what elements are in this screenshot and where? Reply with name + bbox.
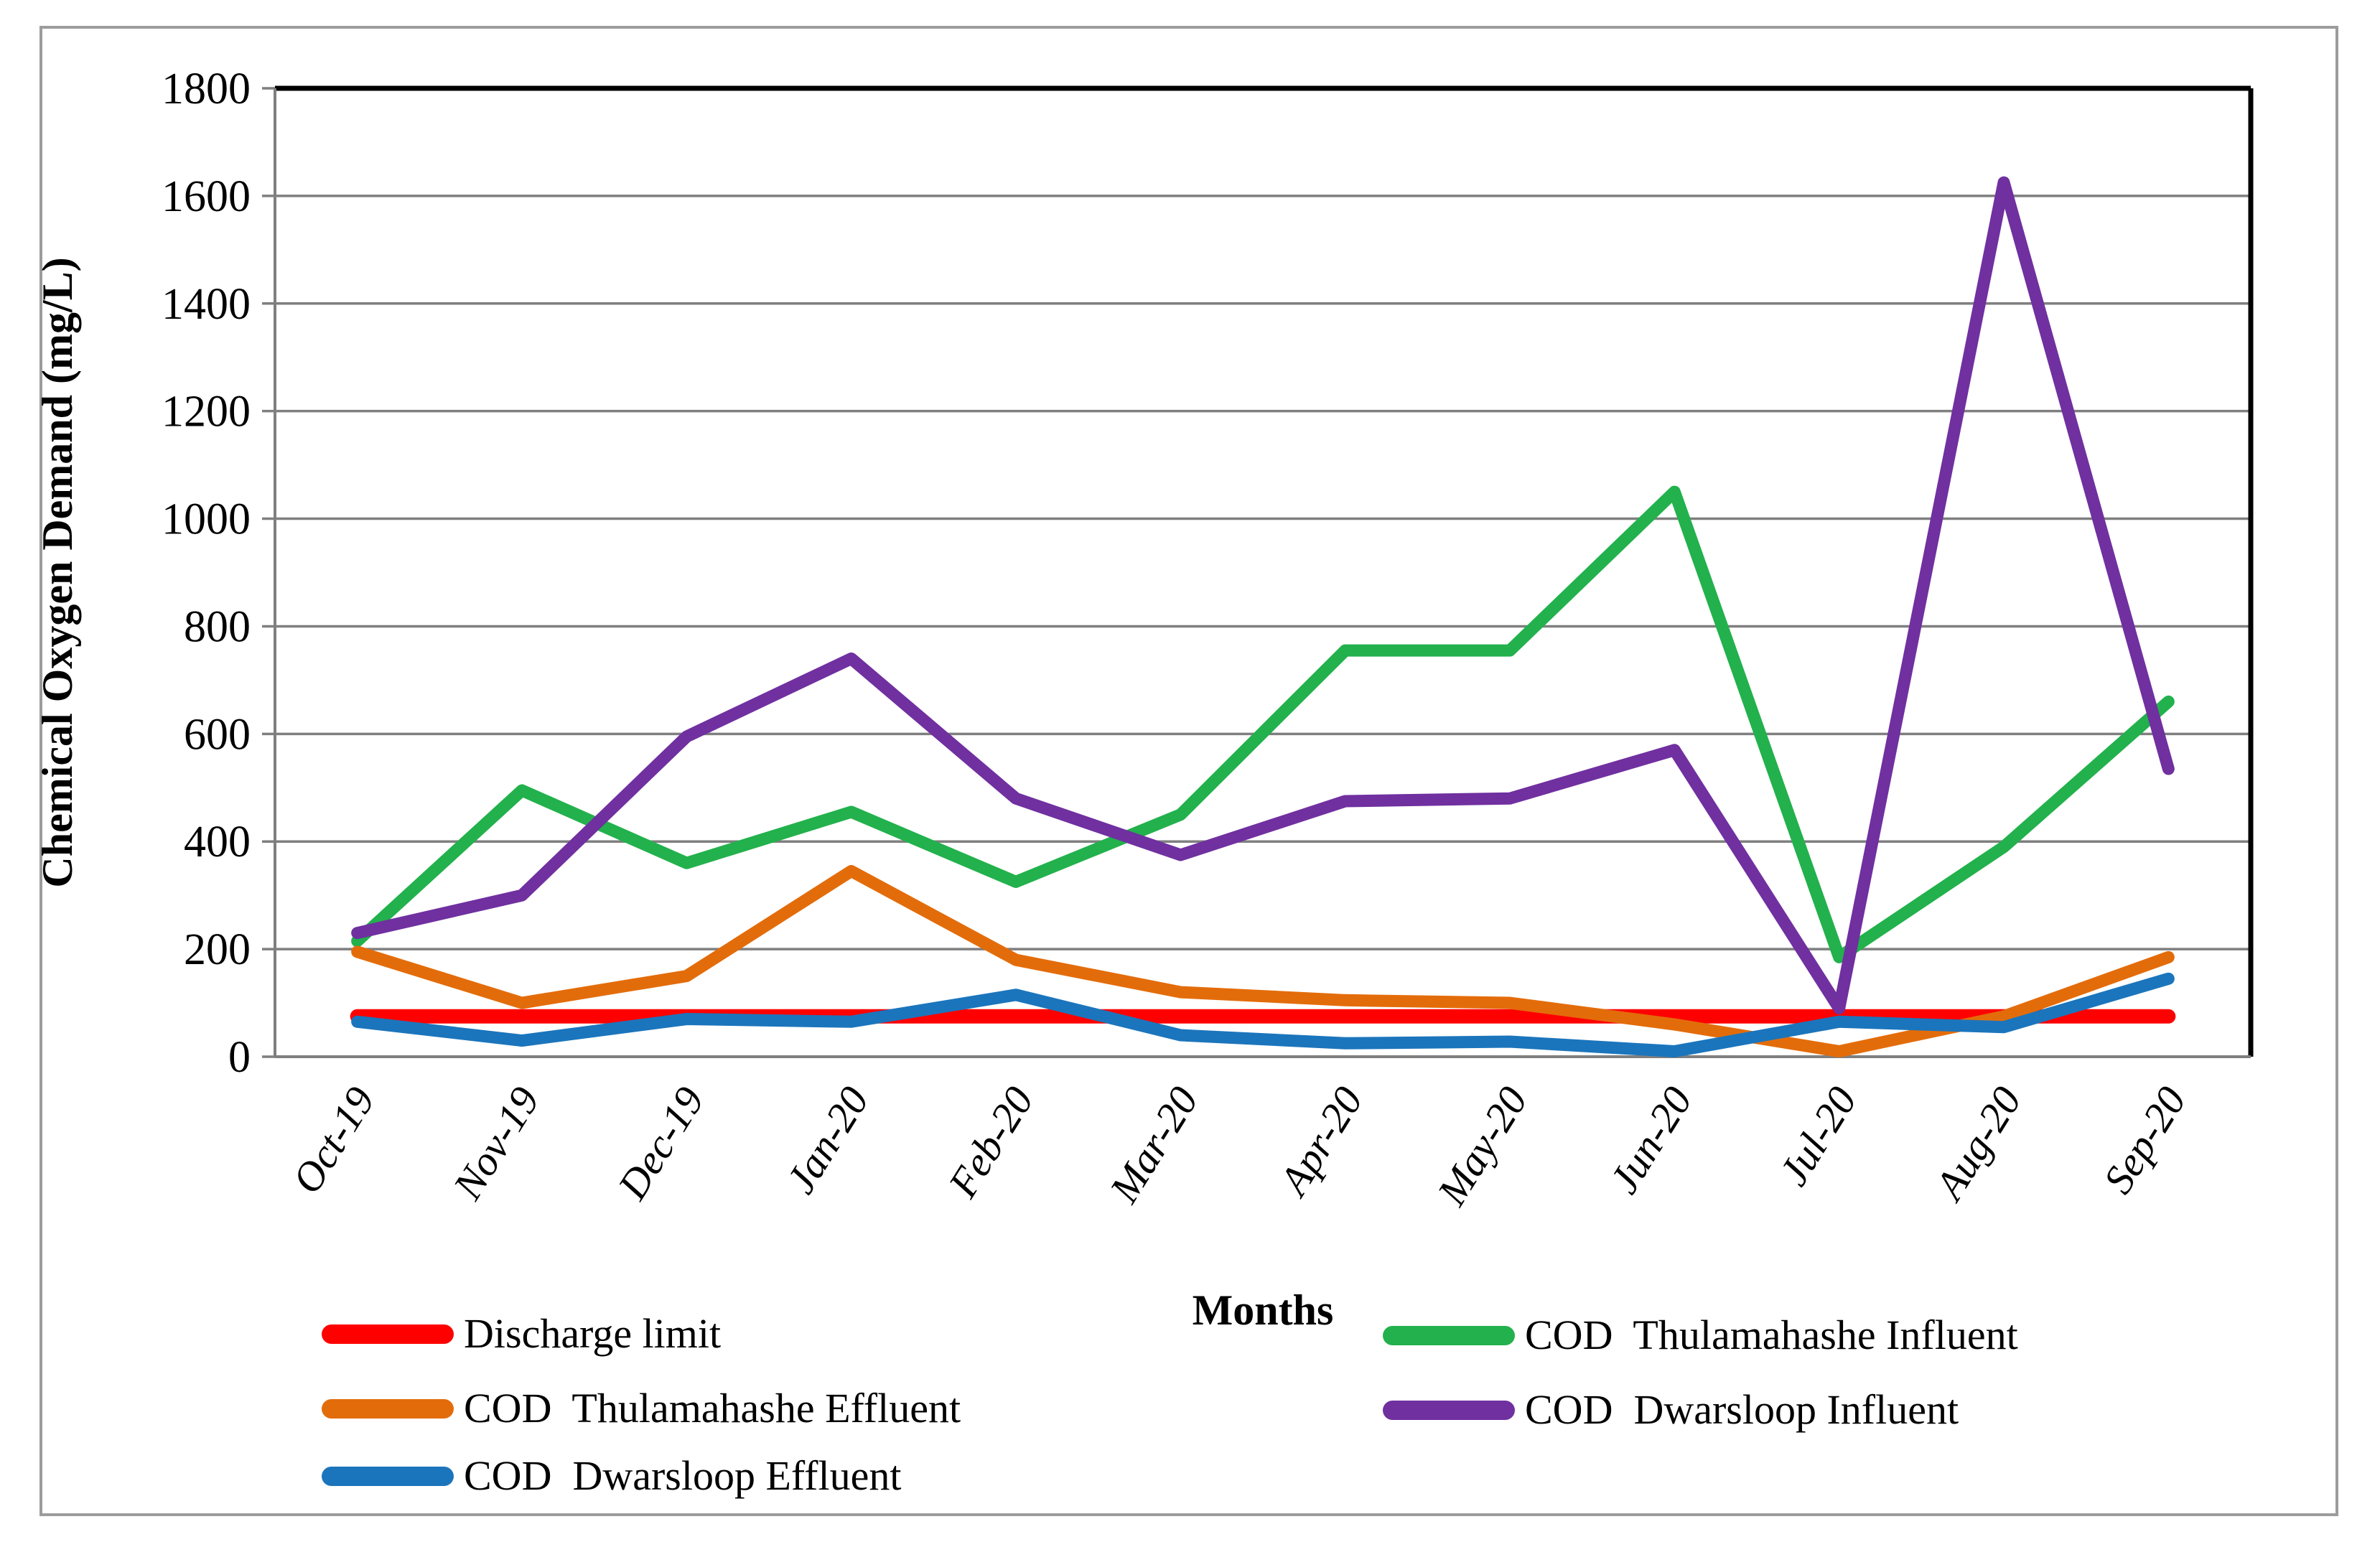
x-tick-label-Apr-20: Apr-20 [1269, 1078, 1372, 1205]
y-tick-label-1400: 1400 [162, 280, 251, 329]
y-tick-label-1600: 1600 [162, 172, 251, 221]
series-line-cod-thulamahashe-effluent [351, 864, 2175, 1058]
y-tick-label-1000: 1000 [162, 495, 251, 544]
x-tick-label-Jun-20: Jun-20 [1600, 1078, 1701, 1201]
y-tick-label-1800: 1800 [162, 65, 251, 113]
y-tick-label-600: 600 [184, 710, 251, 759]
y-tick-label-200: 200 [184, 925, 251, 974]
series-line-cod-dwarsloop-effluent [351, 972, 2175, 1058]
x-tick-label-Nov-19: Nov-19 [444, 1078, 549, 1207]
figure-border [39, 26, 2338, 1516]
x-tick-label-Jan-20: Jan-20 [777, 1078, 877, 1201]
x-tick-label-May-20: May-20 [1428, 1078, 1536, 1213]
x-tick-label-Sep-20: Sep-20 [2094, 1078, 2195, 1201]
y-axis-title: Chemical Oxygen Demand (mg/L) [34, 257, 81, 887]
x-axis-title: Months [1193, 1286, 1334, 1334]
x-tick-label-Aug-20: Aug-20 [1924, 1078, 2030, 1210]
y-tick-label-800: 800 [184, 602, 251, 651]
x-tick-label-Feb-20: Feb-20 [939, 1078, 1042, 1205]
x-tick-label-Dec-19: Dec-19 [608, 1078, 713, 1207]
y-tick-label-400: 400 [184, 818, 251, 866]
y-tick-label-1200: 1200 [162, 388, 251, 436]
x-tick-label-Mar-20: Mar-20 [1100, 1078, 1207, 1211]
x-tick-label-Oct-19: Oct-19 [283, 1078, 383, 1201]
series-line-cod-dwarsloop-influent [351, 176, 2175, 1015]
series-line-cod-thulamahashe-influent [351, 485, 2175, 963]
y-tick-label-0: 0 [228, 1033, 251, 1082]
x-tick-label-Jul-20: Jul-20 [1770, 1078, 1866, 1193]
